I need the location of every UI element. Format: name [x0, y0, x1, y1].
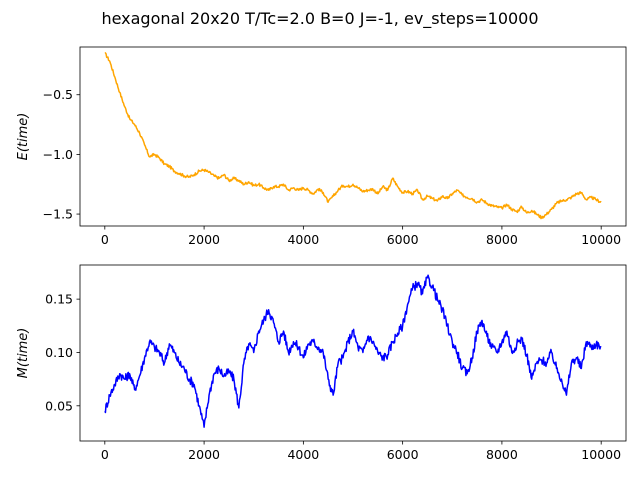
magnetization-xtick-label: 2000: [188, 447, 220, 462]
energy-ylabel: E(time): [16, 113, 31, 161]
magnetization-series-line: [104, 274, 602, 428]
magnetization-ytick-label: 0.10: [45, 345, 73, 360]
figure-title: hexagonal 20x20 T/Tc=2.0 B=0 J=-1, ev_st…: [101, 9, 538, 29]
magnetization-axes-frame: [79, 264, 627, 442]
magnetization-panel: 0 2000 4000 6000 8000 10000 0.05 0.10 0.15 M(time…: [16, 264, 627, 462]
energy-ytick-label: −1.0: [43, 147, 73, 162]
energy-ytick-label: −0.5: [43, 87, 73, 102]
magnetization-xtick-label: 8000: [486, 447, 518, 462]
energy-xtick-label: 8000: [486, 232, 518, 247]
energy-axes-frame: [79, 46, 627, 227]
magnetization-ytick-label: 0.15: [45, 292, 73, 307]
energy-xtick-label: 6000: [387, 232, 419, 247]
magnetization-xtick-label: 10000: [581, 447, 621, 462]
magnetization-xtick-label: 0: [101, 447, 109, 462]
magnetization-ytick-label: 0.05: [45, 398, 73, 413]
magnetization-xtick-label: 4000: [287, 447, 319, 462]
energy-xtick-label: 4000: [287, 232, 319, 247]
magnetization-xtick-label: 6000: [387, 447, 419, 462]
energy-ytick-label: −1.5: [43, 207, 73, 222]
energy-panel: 0 2000 4000 6000 8000 10000 −0.5 −1.0 −1.5 E(time…: [16, 46, 627, 247]
energy-xtick-label: 2000: [188, 232, 220, 247]
energy-xtick-label: 0: [101, 232, 109, 247]
magnetization-ylabel: M(time): [16, 328, 31, 379]
energy-series-line: [104, 52, 602, 220]
energy-xtick-label: 10000: [581, 232, 621, 247]
